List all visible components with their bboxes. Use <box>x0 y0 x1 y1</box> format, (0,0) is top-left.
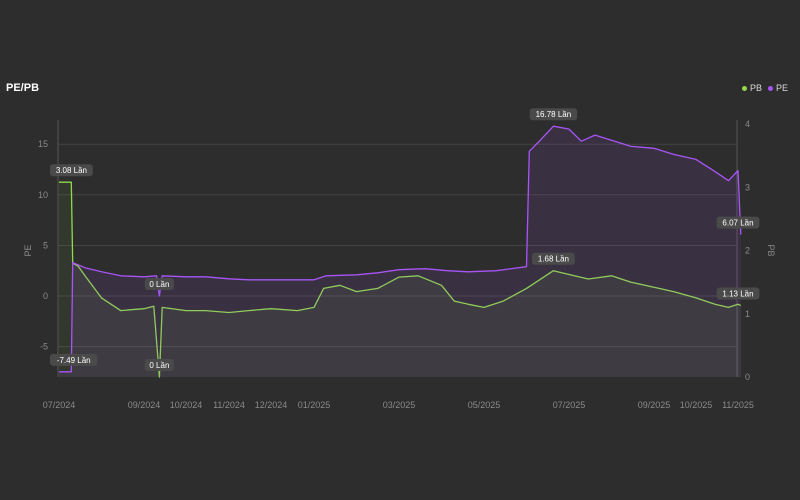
y-right-tick-label: 2 <box>745 246 750 256</box>
data-label-bg <box>144 359 174 371</box>
x-tick-label: 01/2025 <box>298 400 331 410</box>
y-left-axis-title: PE <box>23 244 33 256</box>
legend-item-pb[interactable]: PB <box>741 83 762 93</box>
x-tick-label: 11/2024 <box>213 400 245 410</box>
y-right-tick-label: 3 <box>745 182 750 192</box>
y-left-tick-label: 10 <box>38 190 48 200</box>
x-tick-label: 03/2025 <box>383 400 416 410</box>
x-tick-label: 07/2025 <box>553 400 586 410</box>
data-label-bg <box>50 164 93 177</box>
x-tick-label: 11/2025 <box>722 400 754 410</box>
y-right-tick-label: 0 <box>745 372 750 382</box>
legend-dot-pb <box>741 85 747 91</box>
y-right-tick-label: 4 <box>745 119 750 129</box>
data-label: 0 Lần <box>149 280 169 289</box>
y-left-tick-label: 5 <box>43 240 48 250</box>
x-tick-label: 10/2025 <box>680 400 713 410</box>
legend-dot-pe <box>767 85 773 91</box>
y-left-tick-label: 0 <box>43 291 48 301</box>
data-label-bg <box>50 353 98 366</box>
series-line-pb <box>59 181 742 378</box>
chart-legend: PB PE <box>741 83 788 93</box>
y-left-tick-label: 15 <box>38 139 48 149</box>
x-tick-label: 05/2025 <box>468 400 501 410</box>
data-label-bg <box>716 216 760 229</box>
data-label: 16.78 Lần <box>536 110 572 119</box>
data-label: 3.08 Lần <box>56 166 87 175</box>
y-right-axis-title: PB <box>766 244 776 256</box>
y-right-tick-label: 1 <box>745 309 750 319</box>
series-area-pb <box>59 182 741 377</box>
data-label-bg <box>716 287 760 300</box>
legend-label-pe: PE <box>775 83 788 93</box>
data-label: -7.49 Lần <box>57 356 91 365</box>
series-line-pe <box>59 125 742 373</box>
series-area-pe <box>59 126 741 377</box>
legend-label-pb: PB <box>749 83 762 93</box>
data-label: 6.07 Lần <box>722 219 753 228</box>
x-tick-label: 09/2025 <box>638 400 671 410</box>
legend-item-pe[interactable]: PE <box>767 83 788 93</box>
data-label-bg <box>529 108 578 121</box>
data-label: 1.13 Lần <box>722 290 753 299</box>
x-tick-label: 12/2024 <box>255 400 288 410</box>
data-label-bg <box>532 252 575 265</box>
data-label: 1.68 Lần <box>538 255 569 264</box>
data-label-bg <box>144 278 174 291</box>
chart-title: PE/PB <box>6 82 40 94</box>
x-tick-label: 10/2024 <box>170 400 203 410</box>
x-tick-label: 09/2024 <box>128 400 161 410</box>
data-label: 0 Lần <box>149 361 169 370</box>
y-left-tick-label: -5 <box>40 342 48 352</box>
x-tick-label: 07/2024 <box>43 400 76 410</box>
